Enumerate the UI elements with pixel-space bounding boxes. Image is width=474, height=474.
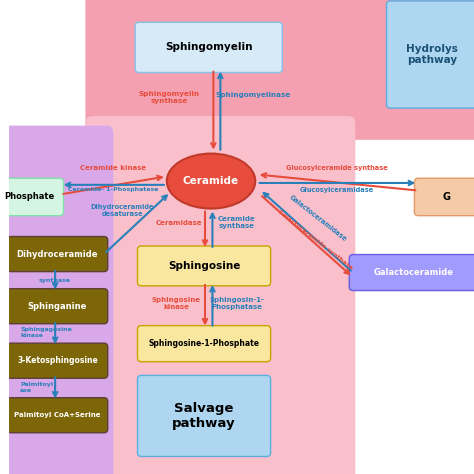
FancyBboxPatch shape (137, 375, 271, 456)
Text: Sphingosine
kinase: Sphingosine kinase (152, 297, 201, 310)
FancyBboxPatch shape (386, 1, 474, 108)
FancyBboxPatch shape (85, 116, 356, 474)
Text: Sphingosine: Sphingosine (168, 261, 240, 271)
Text: Galactoceramidase: Galactoceramidase (288, 194, 348, 242)
Text: Sphingosin-1-
Phosphatase: Sphingosin-1- Phosphatase (209, 297, 264, 310)
Text: G: G (442, 192, 450, 202)
Text: synthase: synthase (39, 278, 71, 283)
Text: Palmitoyl CoA+Serine: Palmitoyl CoA+Serine (14, 412, 100, 418)
Text: Sphingosine-1-Phosphate: Sphingosine-1-Phosphate (148, 339, 260, 348)
FancyBboxPatch shape (414, 178, 474, 216)
FancyBboxPatch shape (7, 343, 108, 378)
Text: Salvage
pathway: Salvage pathway (172, 402, 236, 430)
Text: Dihydroceramide: Dihydroceramide (17, 250, 98, 258)
FancyBboxPatch shape (1, 126, 113, 474)
Text: Ceramide kinase: Ceramide kinase (80, 165, 146, 171)
Text: Glucosylceramide synthase: Glucosylceramide synthase (286, 165, 388, 171)
Text: Hydrolys
pathway: Hydrolys pathway (406, 44, 458, 65)
Text: Ceramidase: Ceramidase (155, 220, 202, 226)
Text: Sphingomyelin
synthase: Sphingomyelin synthase (138, 91, 200, 104)
FancyBboxPatch shape (7, 237, 108, 272)
Text: Dihydroceramide
desaturase: Dihydroceramide desaturase (91, 204, 155, 218)
Text: Phosphate: Phosphate (4, 192, 55, 201)
Text: Sphinganine: Sphinganine (28, 302, 87, 310)
Text: Palmitoyl
ase: Palmitoyl ase (20, 382, 53, 392)
FancyBboxPatch shape (0, 178, 64, 216)
Text: Ceramide
synthase: Ceramide synthase (218, 216, 255, 229)
FancyBboxPatch shape (135, 22, 282, 73)
FancyBboxPatch shape (85, 0, 474, 140)
FancyBboxPatch shape (7, 289, 108, 324)
Text: Sphingomyelin: Sphingomyelin (165, 42, 253, 53)
Text: Glucosylceramidase: Glucosylceramidase (300, 187, 374, 192)
FancyBboxPatch shape (349, 255, 474, 291)
Ellipse shape (167, 154, 255, 209)
Text: 3-Ketosphingosine: 3-Ketosphingosine (17, 356, 98, 365)
Text: Ceramide- 1-Phosphatase: Ceramide- 1-Phosphatase (68, 187, 158, 192)
Text: Sphingagosine
kinase: Sphingagosine kinase (20, 328, 72, 338)
Text: Ceramide: Ceramide (183, 176, 239, 186)
FancyBboxPatch shape (137, 246, 271, 286)
Text: Galactoceramide: Galactoceramide (374, 268, 454, 277)
FancyBboxPatch shape (7, 398, 108, 433)
Text: Galactoceramide synthase: Galactoceramide synthase (277, 209, 354, 270)
FancyBboxPatch shape (137, 326, 271, 362)
Text: Sphingomyelinase: Sphingomyelinase (215, 92, 291, 98)
